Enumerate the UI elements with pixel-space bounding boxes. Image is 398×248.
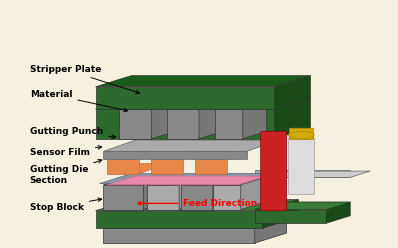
Polygon shape bbox=[147, 176, 207, 185]
Polygon shape bbox=[179, 176, 207, 210]
Polygon shape bbox=[107, 141, 167, 151]
Polygon shape bbox=[107, 151, 139, 174]
Polygon shape bbox=[119, 101, 177, 109]
Polygon shape bbox=[255, 170, 350, 177]
Polygon shape bbox=[96, 98, 310, 109]
Polygon shape bbox=[119, 109, 151, 139]
Polygon shape bbox=[213, 176, 241, 210]
FancyBboxPatch shape bbox=[261, 131, 287, 211]
Polygon shape bbox=[195, 144, 255, 154]
Polygon shape bbox=[151, 101, 177, 139]
Polygon shape bbox=[107, 176, 267, 185]
Polygon shape bbox=[263, 200, 298, 228]
Text: Material: Material bbox=[30, 90, 128, 112]
Polygon shape bbox=[103, 185, 143, 210]
Polygon shape bbox=[255, 218, 287, 243]
Text: Sensor Film: Sensor Film bbox=[30, 146, 101, 157]
Polygon shape bbox=[167, 109, 199, 139]
Polygon shape bbox=[213, 176, 269, 185]
Text: Feed Direction: Feed Direction bbox=[138, 199, 258, 208]
Polygon shape bbox=[100, 174, 275, 184]
Polygon shape bbox=[213, 185, 241, 210]
Polygon shape bbox=[255, 202, 350, 210]
Polygon shape bbox=[103, 176, 171, 185]
Polygon shape bbox=[275, 98, 310, 139]
Ellipse shape bbox=[288, 131, 314, 139]
Polygon shape bbox=[103, 151, 247, 159]
Polygon shape bbox=[143, 176, 171, 210]
Polygon shape bbox=[241, 176, 269, 210]
Polygon shape bbox=[199, 101, 225, 139]
Polygon shape bbox=[215, 102, 267, 109]
Polygon shape bbox=[255, 210, 326, 223]
FancyBboxPatch shape bbox=[289, 128, 314, 140]
Polygon shape bbox=[181, 176, 241, 185]
Polygon shape bbox=[96, 109, 275, 139]
Polygon shape bbox=[96, 211, 263, 228]
Text: Stop Block: Stop Block bbox=[30, 198, 101, 212]
Text: Gutting Die
Section: Gutting Die Section bbox=[30, 159, 102, 185]
Polygon shape bbox=[255, 171, 370, 177]
Polygon shape bbox=[151, 151, 183, 174]
Polygon shape bbox=[147, 185, 179, 210]
Polygon shape bbox=[167, 101, 225, 109]
Polygon shape bbox=[243, 102, 267, 139]
Polygon shape bbox=[326, 202, 350, 223]
Polygon shape bbox=[275, 76, 310, 109]
Polygon shape bbox=[96, 87, 275, 109]
Polygon shape bbox=[96, 200, 298, 211]
Polygon shape bbox=[103, 140, 279, 151]
Polygon shape bbox=[103, 228, 255, 243]
Polygon shape bbox=[107, 164, 167, 174]
Text: Stripper Plate: Stripper Plate bbox=[30, 65, 140, 94]
Polygon shape bbox=[103, 218, 287, 228]
Polygon shape bbox=[151, 141, 211, 151]
FancyBboxPatch shape bbox=[289, 138, 314, 195]
Polygon shape bbox=[96, 76, 310, 87]
Polygon shape bbox=[181, 185, 213, 210]
Polygon shape bbox=[255, 202, 350, 210]
Polygon shape bbox=[215, 109, 243, 139]
Polygon shape bbox=[195, 154, 227, 174]
Text: Gutting Punch: Gutting Punch bbox=[30, 127, 115, 139]
